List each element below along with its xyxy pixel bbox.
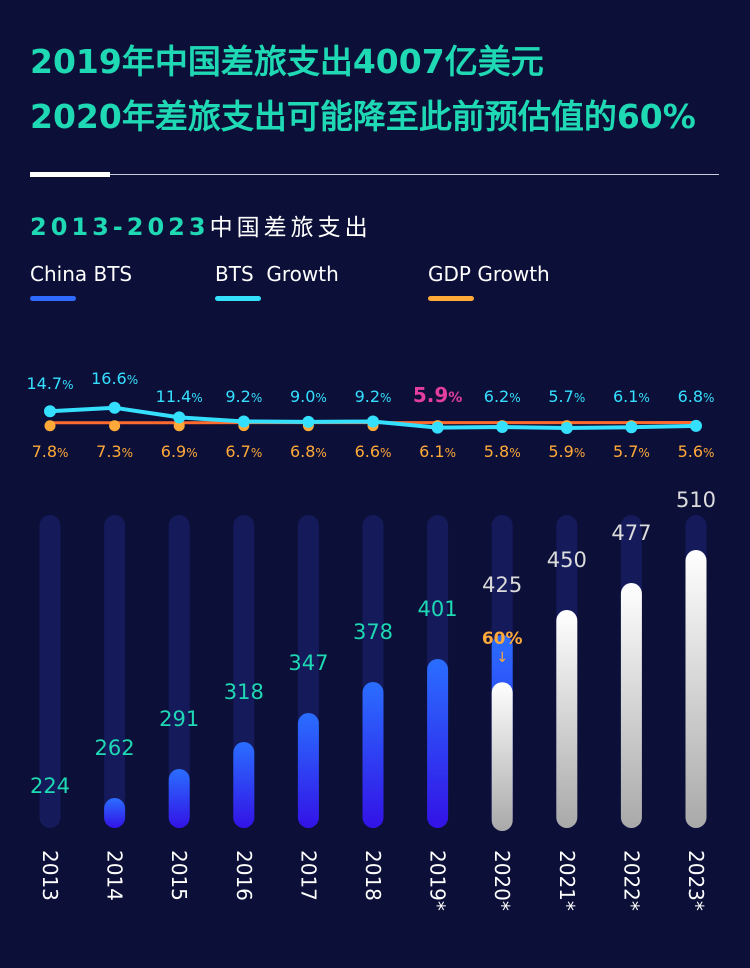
bar-track [39,515,61,828]
divider-accent [30,172,110,177]
bar-value-label: 262 [95,736,135,760]
x-tick-label: 2020* [490,850,514,911]
bar [556,610,578,828]
bar-value-label: 425 [482,573,522,597]
bar-value-label: 401 [418,597,458,621]
bar-value-label: 318 [224,680,264,704]
bar [104,798,126,828]
bar-value-label: 291 [159,707,199,731]
bts-growth-point [496,421,509,434]
gdp-growth-label: 7.8% [32,442,69,461]
gdp-growth-label: 6.7% [225,442,262,461]
x-tick-label: 2014 [103,850,127,901]
bar [233,742,255,828]
bts-growth-point [560,421,573,434]
legend-label: China BTS [30,262,133,286]
bar-value-label: 224 [30,774,70,798]
bts-growth-point [44,405,56,418]
gdp-growth-label: 6.8% [290,442,327,461]
headline-line-2: 2020年差旅支出可能降至此前预估值的60% [30,97,696,136]
bts-growth-label: 5.9% [413,383,462,407]
bts-growth-point [173,411,186,424]
bts-growth-point [625,421,638,434]
subtitle-text: 中国差旅支出 [209,215,372,241]
chart-subtitle: 2013-2023中国差旅支出 [30,208,372,242]
bts-growth-point [367,415,379,428]
gdp-growth-label: 6.6% [355,442,392,461]
bts-growth-point [108,401,121,414]
annotation-label: 60% [482,629,523,649]
headline-line-1: 2019年中国差旅支出4007亿美元 [30,42,544,81]
bar [362,682,384,828]
legend-item-gdp-growth: GDP Growth [428,262,550,301]
bts-growth-label: 6.2% [484,387,521,406]
gdp-growth-point [109,420,121,432]
bar [427,659,449,828]
bar [297,713,319,828]
bar-value-label: 347 [288,651,328,675]
bar-track [168,515,190,828]
legend-item-bts-growth: BTS Growth [215,262,339,301]
bts-growth-label: 14.7% [26,374,73,393]
bar-reduced-forecast [491,682,513,831]
bts-growth-point [237,415,250,428]
gdp-growth-point [173,420,185,432]
bts-growth-label: 5.7% [548,387,585,406]
x-tick-label: 2015 [167,850,191,901]
x-tick-label: 2016 [232,850,256,901]
bts-growth-label: 9.0% [290,387,327,406]
bar-value-label: 450 [547,548,587,572]
gdp-growth-label: 7.3% [96,442,133,461]
bar-value-label: 477 [611,521,651,545]
bts-growth-label: 6.8% [678,387,715,406]
bts-growth-point [302,415,315,428]
x-tick-label: 2019* [426,850,450,911]
bar-track [104,515,126,828]
divider-line [30,174,719,175]
annotation-arrow: ↓ [496,650,508,666]
x-tick-label: 2023* [684,850,708,911]
x-tick-label: 2013 [38,850,62,901]
bts-growth-label: 9.2% [225,387,262,406]
gdp-growth-label: 5.9% [548,442,585,461]
gdp-growth-label: 5.6% [678,442,715,461]
x-tick-label: 2022* [619,850,643,911]
bts-growth-point [431,421,444,434]
x-tick-label: 2017 [296,850,320,901]
bar [168,769,190,828]
bar-value-label: 378 [353,620,393,644]
subtitle-years: 2013-2023 [30,213,210,241]
gdp-growth-label: 5.8% [484,442,521,461]
legend-item-china-bts: China BTS [30,262,133,301]
legend-label: BTS Growth [215,262,339,286]
legend-label: GDP Growth [428,262,550,286]
x-tick-label: 2018 [361,850,385,901]
legend-swatch [215,296,261,301]
bts-growth-label: 11.4% [156,387,203,406]
bts-growth-label: 9.2% [355,387,392,406]
x-tick-label: 2021* [555,850,579,911]
legend-swatch [30,296,76,301]
gdp-growth-label: 6.9% [161,442,198,461]
bar-value-label: 510 [676,488,716,512]
gdp-growth-label: 5.7% [613,442,650,461]
bts-growth-label: 6.1% [613,387,650,406]
bar [620,583,642,828]
gdp-growth-point [44,420,56,432]
bts-growth-label: 16.6% [91,369,138,388]
bar [685,550,707,828]
gdp-growth-label: 6.1% [419,442,456,461]
legend-swatch [428,296,474,301]
bts-growth-point [690,419,702,432]
